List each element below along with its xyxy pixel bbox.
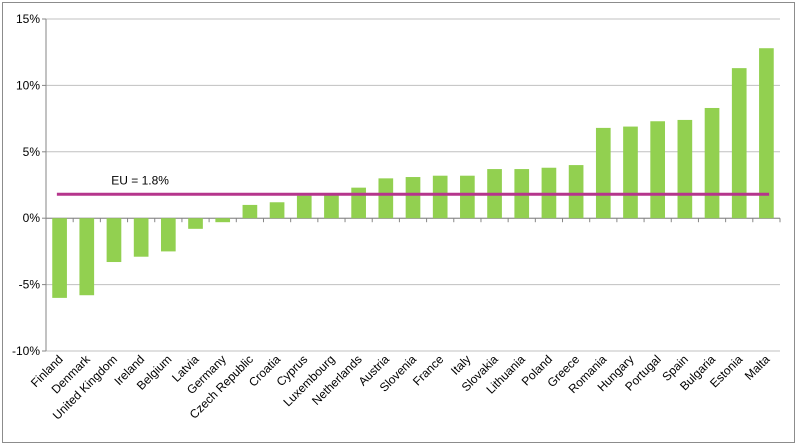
- category-label: France: [410, 352, 447, 389]
- bar: [133, 218, 149, 257]
- bar: [623, 126, 638, 219]
- y-tick-label: 10%: [16, 78, 40, 92]
- bar: [215, 218, 231, 223]
- y-tick-label: 0%: [23, 211, 41, 225]
- bar: [460, 175, 475, 219]
- bar: [79, 218, 95, 296]
- bar: [242, 204, 258, 219]
- bar: [432, 175, 448, 219]
- bar: [731, 68, 747, 219]
- bar: [269, 202, 285, 219]
- y-tick-label: 5%: [23, 145, 41, 159]
- bar: [568, 165, 584, 219]
- bar: [351, 187, 366, 219]
- eu-average-label: EU = 1.8%: [111, 173, 169, 187]
- bar: [106, 218, 122, 263]
- bar: [160, 218, 176, 252]
- bar: [378, 178, 394, 219]
- category-label: Malta: [742, 352, 773, 383]
- reference-line-group: EU = 1.8%: [56, 173, 770, 196]
- bar: [188, 218, 203, 229]
- bar: [52, 218, 67, 298]
- bar: [296, 195, 312, 219]
- y-tick-label: -5%: [19, 278, 41, 292]
- bars: [52, 48, 774, 298]
- y-tick-label: 15%: [16, 12, 40, 26]
- y-tick-labels: -10% -5% 0% 5% 10% 15%: [12, 12, 40, 358]
- bar: [405, 177, 421, 219]
- bar: [324, 194, 339, 219]
- y-tick-label: -10%: [12, 344, 40, 358]
- bar: [759, 48, 774, 219]
- bar: [677, 119, 693, 219]
- bar: [650, 121, 666, 219]
- bar: [595, 127, 611, 219]
- bar: [704, 107, 720, 219]
